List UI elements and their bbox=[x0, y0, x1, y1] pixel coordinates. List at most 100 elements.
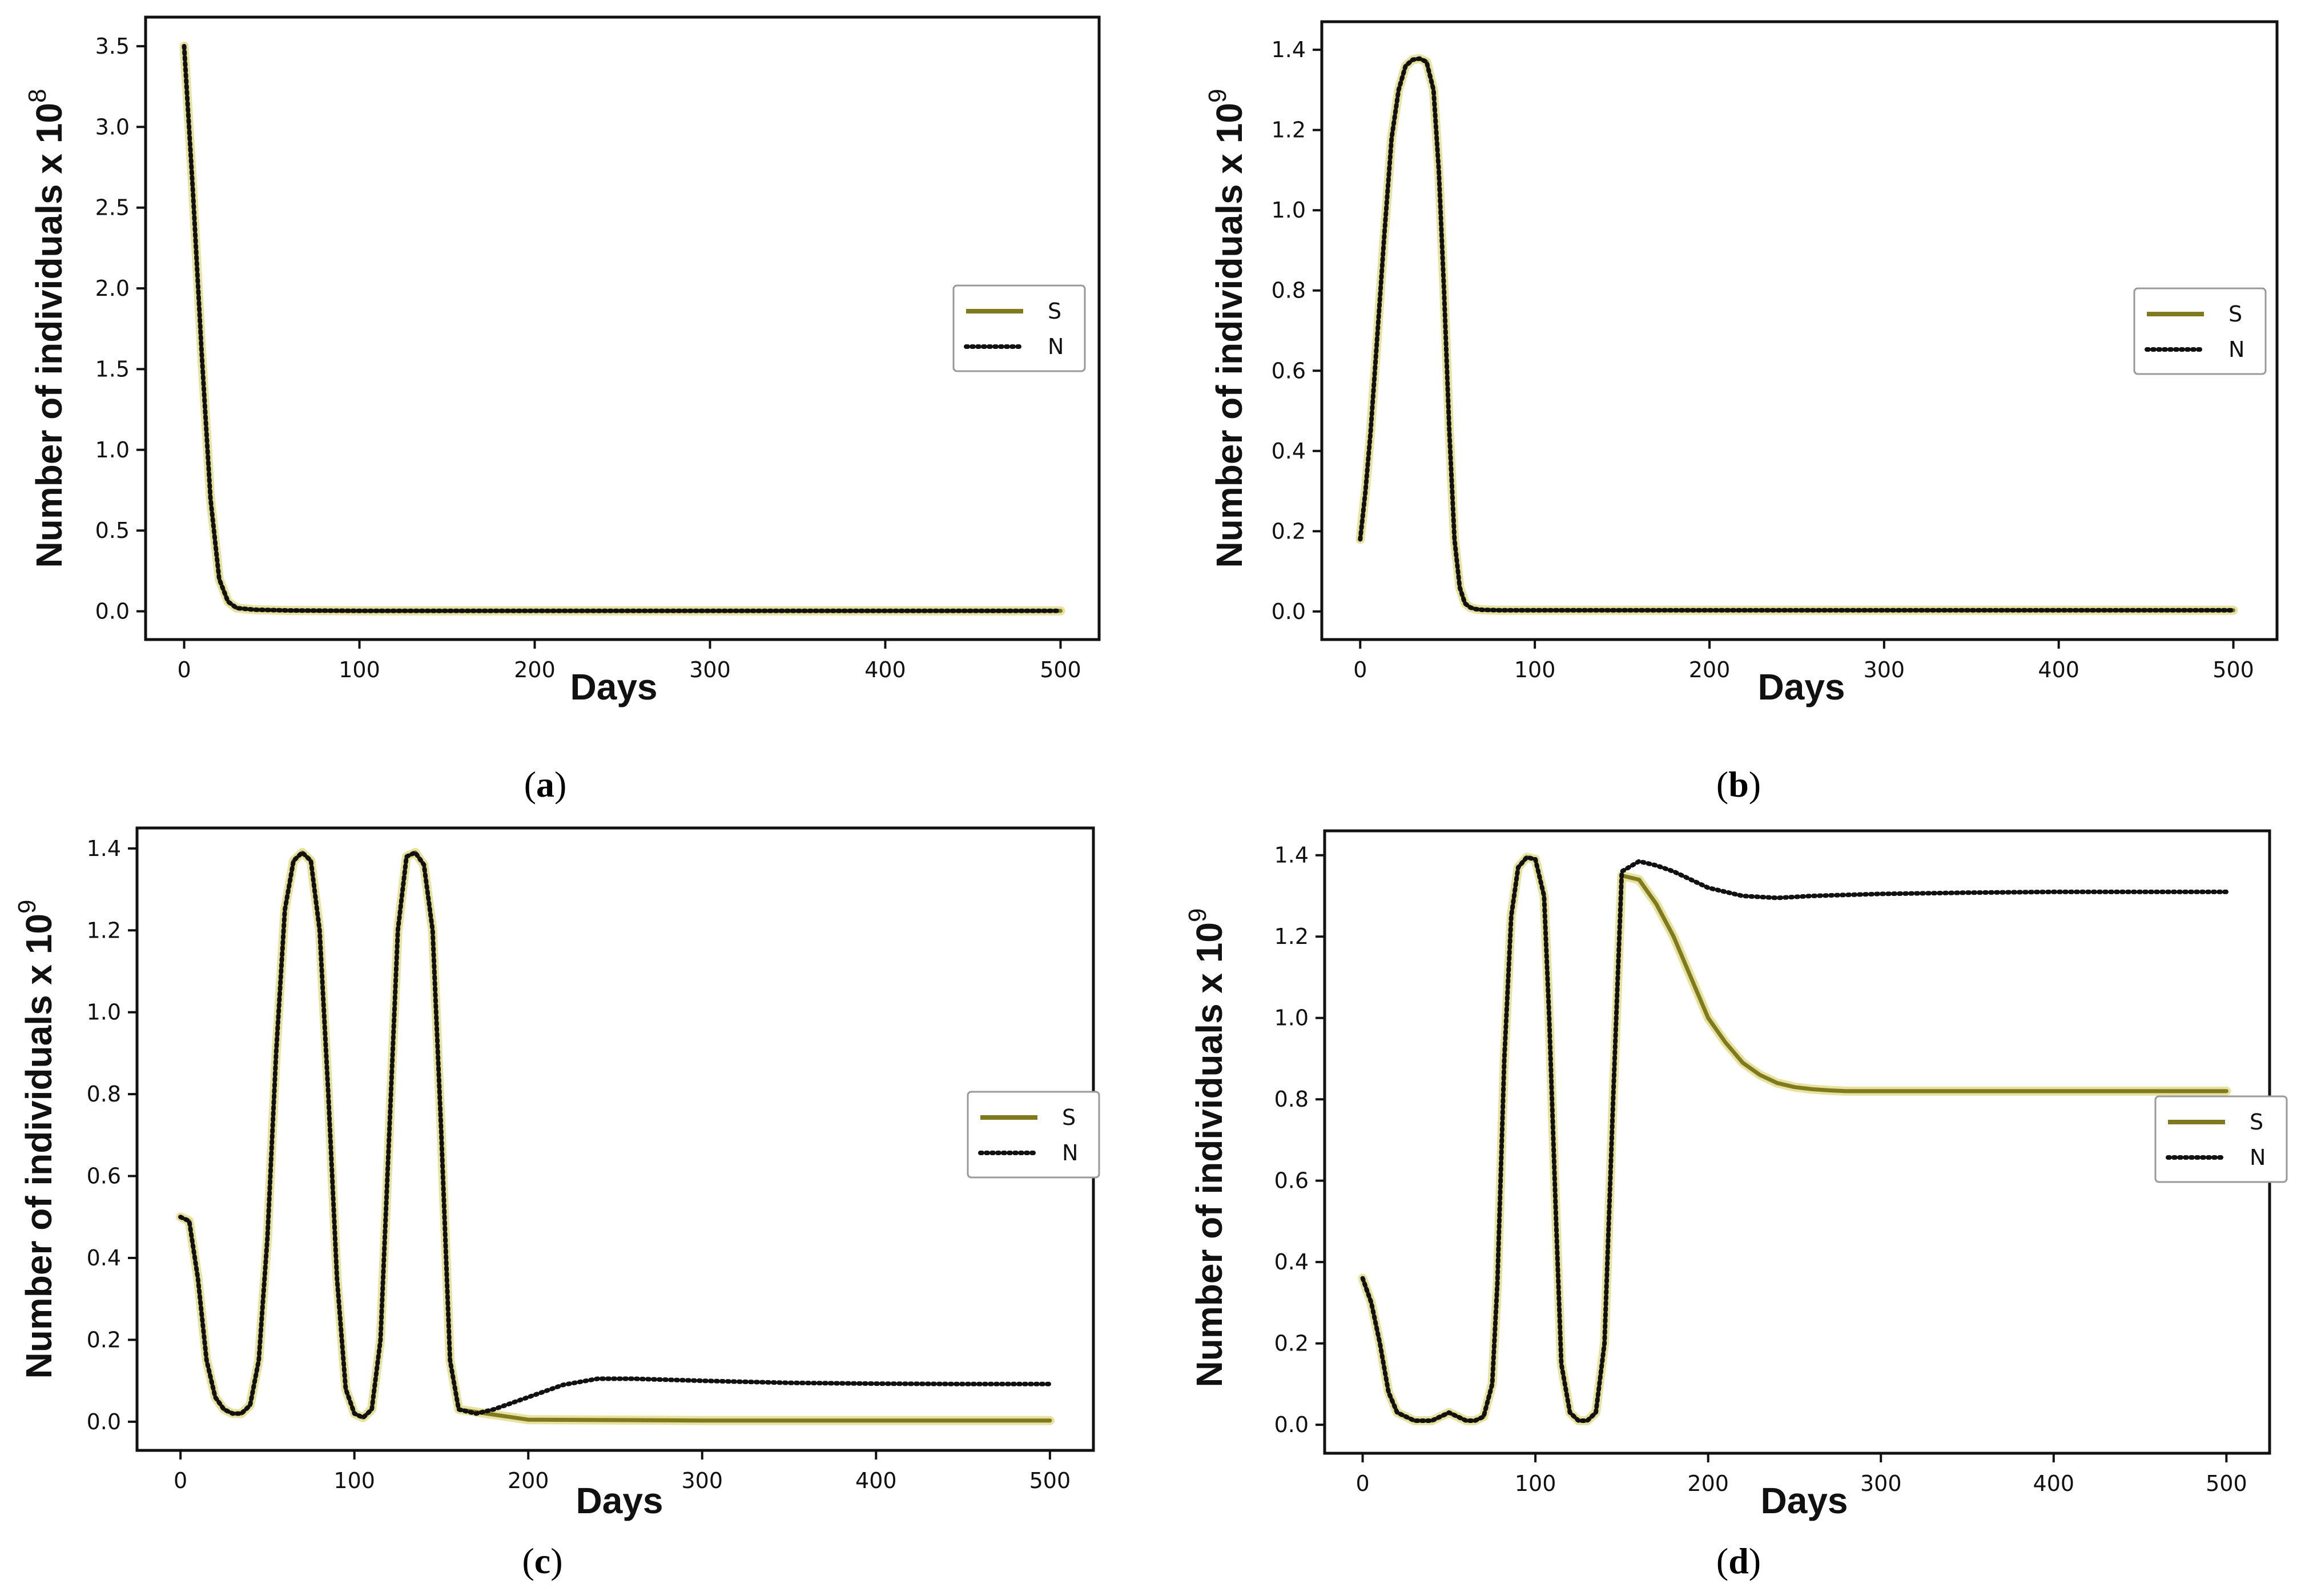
x-axis-label: Days bbox=[1761, 1480, 1848, 1521]
x-tick-label: 0 bbox=[177, 657, 191, 682]
y-tick-label: 1.4 bbox=[87, 836, 121, 861]
y-tick-label: 0.0 bbox=[87, 1409, 121, 1434]
x-tick-label: 500 bbox=[2206, 1471, 2247, 1496]
y-tick-label: 0.4 bbox=[1272, 439, 1306, 464]
y-tick-label: 0.8 bbox=[87, 1082, 121, 1107]
x-tick-label: 200 bbox=[514, 657, 556, 682]
plot-frame bbox=[1323, 829, 2271, 1455]
chart-panel-c: 0 100 200 300 400 500 0.0 0.2 0.4 0.6 0.8 1.0 1.2 1.4… bbox=[13, 826, 1100, 1581]
y-tick-label: 1.4 bbox=[1272, 37, 1306, 62]
panel-caption: (c) bbox=[522, 1541, 562, 1581]
legend: SN bbox=[2154, 1095, 2288, 1183]
legend-label-N: N bbox=[1048, 334, 1064, 359]
x-axis-label: Days bbox=[576, 1480, 663, 1521]
y-tick-label: 1.0 bbox=[87, 1000, 121, 1025]
legend-label-N: N bbox=[2228, 337, 2244, 362]
y-axis-label: Number of individuals x 109 bbox=[1204, 89, 1250, 568]
x-tick-label: 100 bbox=[1515, 1471, 1556, 1496]
x-tick-label: 400 bbox=[864, 657, 906, 682]
x-tick-label: 500 bbox=[1029, 1468, 1071, 1493]
legend-label-S: S bbox=[2228, 301, 2242, 327]
panel-caption: (d) bbox=[1716, 1541, 1761, 1581]
legend-label-S: S bbox=[1062, 1105, 1076, 1130]
y-tick-label: 2.5 bbox=[95, 195, 130, 220]
y-tick-label: 0.2 bbox=[87, 1327, 121, 1352]
y-tick-label: 1.0 bbox=[95, 437, 130, 463]
x-tick-label: 200 bbox=[1689, 657, 1731, 682]
y-axis-label: Number of individuals x 109 bbox=[13, 900, 59, 1379]
y-tick-label: 0.6 bbox=[87, 1164, 121, 1189]
y-axis-exponent: 8 bbox=[23, 89, 51, 103]
series-S-line bbox=[178, 850, 1052, 1423]
series-N-line bbox=[178, 850, 1052, 1420]
series-N-line bbox=[182, 43, 1063, 613]
x-tick-label: 400 bbox=[2033, 1471, 2075, 1496]
y-tick-label: 1.0 bbox=[1272, 198, 1306, 223]
y-axis-exponent: 9 bbox=[13, 900, 41, 914]
legend: SN bbox=[967, 1091, 1100, 1179]
y-tick-label: 1.4 bbox=[1274, 843, 1309, 868]
y-tick-label: 0.4 bbox=[1274, 1249, 1309, 1275]
x-tick-label: 0 bbox=[1355, 1471, 1369, 1496]
y-tick-label: 1.2 bbox=[87, 918, 121, 943]
series-S-line bbox=[1358, 57, 2235, 613]
y-axis-exponent: 9 bbox=[1204, 89, 1232, 103]
x-tick-label: 400 bbox=[855, 1468, 897, 1493]
chart-panel-d: 0 100 200 300 400 500 0.0 0.2 0.4 0.6 0.8 1.0 1.2 1.4… bbox=[1184, 829, 2288, 1581]
x-tick-label: 400 bbox=[2038, 657, 2079, 682]
x-tick-label: 200 bbox=[1687, 1471, 1729, 1496]
y-tick-label: 0.6 bbox=[1272, 358, 1306, 383]
x-tick-label: 300 bbox=[682, 1468, 723, 1493]
x-tick-label: 200 bbox=[508, 1468, 549, 1493]
y-axis-label: Number of individuals x 109 bbox=[1184, 908, 1230, 1388]
legend-label-S: S bbox=[2250, 1109, 2263, 1135]
x-tick-label: 300 bbox=[1864, 657, 1905, 682]
y-tick-label: 2.0 bbox=[95, 276, 130, 301]
chart-panel-a: 0 100 200 300 400 500 0.0 0.5 1.0 1.5 2.0 2.5 3.0 3.5… bbox=[23, 15, 1101, 805]
y-tick-label: 0.0 bbox=[95, 599, 130, 624]
x-tick-label: 100 bbox=[339, 657, 380, 682]
legend-label-S: S bbox=[1048, 299, 1061, 324]
y-tick-label: 0.8 bbox=[1272, 278, 1306, 303]
x-tick-label: 0 bbox=[1353, 657, 1367, 682]
y-tick-label: 0.0 bbox=[1272, 599, 1306, 624]
series-S-glow bbox=[1358, 853, 2231, 1425]
panel-caption: (b) bbox=[1716, 764, 1761, 805]
legend-label-N: N bbox=[1062, 1140, 1078, 1165]
legend-box bbox=[2154, 1095, 2288, 1183]
y-axis-exponent: 9 bbox=[1184, 908, 1212, 922]
y-tick-label: 1.2 bbox=[1272, 118, 1306, 143]
x-axis-label: Days bbox=[570, 666, 658, 707]
y-tick-label: 1.0 bbox=[1274, 1006, 1309, 1031]
y-tick-label: 0.0 bbox=[1274, 1412, 1309, 1437]
y-tick-label: 0.5 bbox=[95, 518, 130, 543]
series-S-glow bbox=[1355, 54, 2238, 615]
panel-caption: (a) bbox=[524, 764, 567, 805]
legend-box bbox=[2133, 287, 2267, 375]
y-tick-label: 3.0 bbox=[95, 114, 130, 139]
series-S-line bbox=[182, 44, 1063, 613]
x-tick-label: 500 bbox=[1040, 657, 1081, 682]
legend: SN bbox=[2133, 287, 2267, 375]
y-tick-label: 0.6 bbox=[1274, 1168, 1309, 1193]
legend: SN bbox=[952, 284, 1086, 372]
y-tick-label: 1.5 bbox=[95, 356, 130, 381]
legend-box bbox=[952, 284, 1086, 372]
y-tick-label: 0.2 bbox=[1274, 1331, 1309, 1356]
y-tick-label: 1.2 bbox=[1274, 924, 1309, 949]
legend-label-N: N bbox=[2250, 1145, 2266, 1170]
legend-box bbox=[967, 1091, 1100, 1179]
chart-panel-b: 0 100 200 300 400 500 0.0 0.2 0.4 0.6 0.8 1.0 1.2 1.4… bbox=[1204, 20, 2279, 805]
y-tick-label: 0.8 bbox=[1274, 1087, 1309, 1112]
x-axis-label: Days bbox=[1758, 666, 1845, 707]
plot-frame bbox=[1320, 20, 2279, 641]
x-tick-label: 0 bbox=[174, 1468, 187, 1493]
x-tick-label: 300 bbox=[1860, 1471, 1902, 1496]
x-tick-label: 500 bbox=[2212, 657, 2254, 682]
x-tick-label: 300 bbox=[689, 657, 731, 682]
y-tick-label: 3.5 bbox=[95, 34, 130, 59]
y-tick-label: 0.4 bbox=[87, 1245, 121, 1271]
series-S-glow bbox=[176, 848, 1055, 1425]
y-axis-label: Number of individuals x 108 bbox=[23, 89, 70, 568]
